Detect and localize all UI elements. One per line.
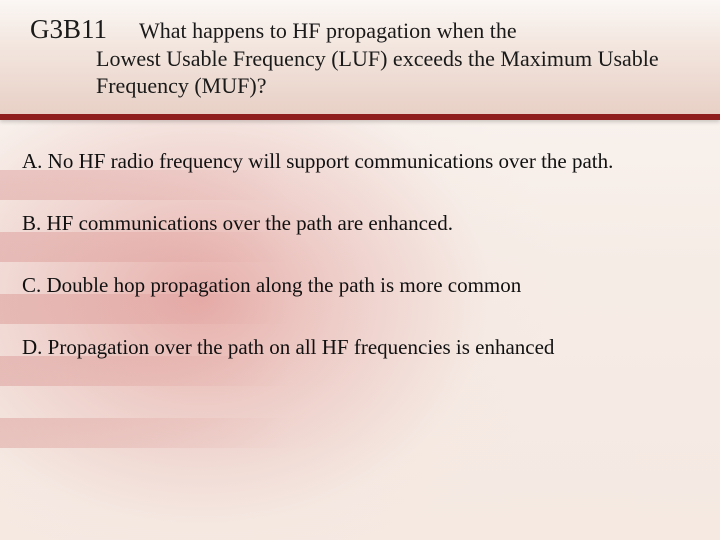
question-line1: G3B11 What happens to HF propagation whe… bbox=[30, 14, 690, 45]
answers-list: A. No HF radio frequency will support co… bbox=[0, 120, 720, 361]
answer-text: No HF radio frequency will support commu… bbox=[48, 149, 614, 173]
answer-text: Double hop propagation along the path is… bbox=[47, 273, 522, 297]
answer-option-b[interactable]: B. HF communications over the path are e… bbox=[22, 210, 686, 236]
answer-text: Propagation over the path on all HF freq… bbox=[48, 335, 555, 359]
question-text-line1: What happens to HF propagation when the bbox=[139, 18, 517, 43]
answer-option-d[interactable]: D. Propagation over the path on all HF f… bbox=[22, 334, 686, 360]
answer-label: D. bbox=[22, 335, 42, 359]
answer-text: HF communications over the path are enha… bbox=[47, 211, 453, 235]
answer-option-c[interactable]: C. Double hop propagation along the path… bbox=[22, 272, 686, 298]
answer-label: B. bbox=[22, 211, 41, 235]
answer-option-a[interactable]: A. No HF radio frequency will support co… bbox=[22, 148, 686, 174]
question-header: G3B11 What happens to HF propagation whe… bbox=[0, 0, 720, 120]
bg-stripe bbox=[0, 418, 480, 448]
answer-label: C. bbox=[22, 273, 41, 297]
question-id: G3B11 bbox=[30, 14, 107, 44]
answer-label: A. bbox=[22, 149, 42, 173]
question-text-rest: Lowest Usable Frequency (LUF) exceeds th… bbox=[96, 46, 690, 100]
